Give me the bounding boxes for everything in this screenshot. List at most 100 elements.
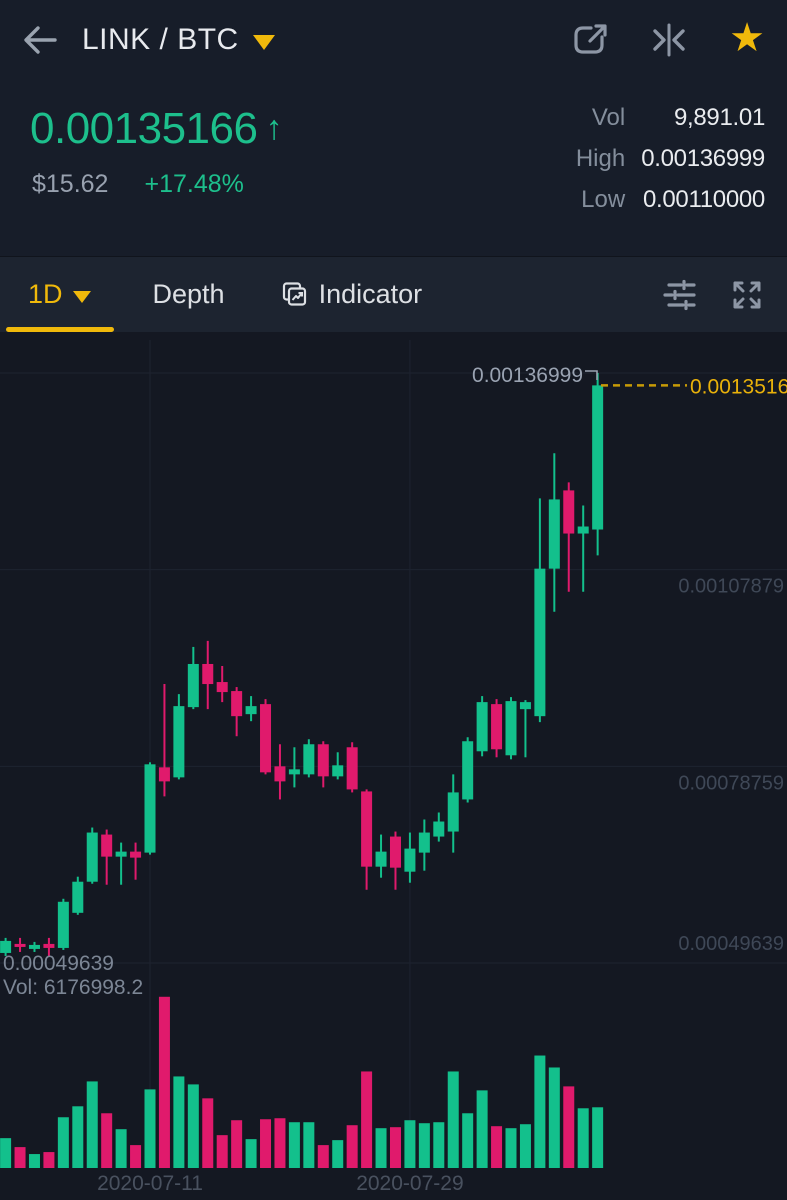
vol-value: 9,891.01 <box>673 104 765 131</box>
candle-body <box>43 943 55 948</box>
tab-indicator[interactable]: Indicator <box>281 279 423 310</box>
candle-body <box>28 944 40 949</box>
candle-body <box>375 851 387 867</box>
candle-body <box>491 704 503 750</box>
volume-bar <box>173 1076 185 1168</box>
last-price-value: 0.00135166 <box>30 104 258 153</box>
top-bar: LINK / BTC ★ <box>0 0 787 80</box>
candle-body <box>158 767 170 782</box>
expand-icon <box>733 281 761 308</box>
volume-bar <box>28 1154 40 1168</box>
candle-body <box>346 747 358 790</box>
candle-body <box>202 663 214 685</box>
volume-bar <box>563 1086 575 1168</box>
candle-body <box>332 765 344 777</box>
depth-label: Depth <box>152 279 225 309</box>
candle-body <box>130 851 142 858</box>
volume-bar <box>462 1113 474 1168</box>
active-tab-underline <box>6 327 114 332</box>
volume-bar <box>375 1128 387 1168</box>
volume-bar <box>519 1124 531 1168</box>
candle-body <box>57 901 69 948</box>
fiat-price: $15.62 <box>32 170 109 198</box>
candle-body <box>548 499 560 569</box>
candle-body <box>303 744 315 775</box>
volume-bar <box>130 1145 142 1168</box>
candle-body <box>447 792 459 832</box>
caret-down-icon <box>252 34 275 50</box>
candle-body <box>245 706 257 715</box>
candle-body <box>187 663 199 708</box>
volume-bar <box>491 1126 503 1168</box>
star-filled-icon: ★ <box>729 16 765 60</box>
volume-bar <box>433 1122 445 1168</box>
back-button[interactable] <box>18 18 62 62</box>
chart-settings-button[interactable] <box>659 275 699 315</box>
candle-body <box>476 702 488 752</box>
candle-body <box>14 943 26 947</box>
candle-body <box>144 764 156 853</box>
volume-bar <box>72 1106 84 1168</box>
candle-body <box>72 881 84 913</box>
price-chart[interactable]: 0.00107879 0.00078759 0.00049639 2020-07-11… <box>0 332 787 1200</box>
candle-body <box>389 836 401 868</box>
candle-switch-icon <box>653 23 685 57</box>
candle-body <box>317 744 329 777</box>
candle-body <box>563 490 575 534</box>
volume-bar <box>476 1090 488 1168</box>
low-label: Low <box>581 186 626 213</box>
ticker-stats: Vol 9,891.01 High 0.00136999 Low 0.00110… <box>576 104 765 214</box>
volume-bar <box>447 1071 459 1168</box>
volume-bar <box>57 1117 69 1168</box>
pair-selector[interactable]: LINK / BTC <box>82 23 275 57</box>
candle-body <box>577 526 589 534</box>
share-button[interactable] <box>569 18 613 62</box>
interval-label: 1D <box>28 279 63 309</box>
last-price: 0.00135166 ↑ <box>30 104 282 154</box>
volume-bar <box>577 1108 589 1168</box>
candle-body <box>519 702 531 710</box>
price-change-percent: +17.48% <box>144 170 244 198</box>
volume-bar <box>534 1055 546 1168</box>
candle-body <box>592 385 604 530</box>
vol-label: Vol <box>591 104 626 131</box>
candle-body <box>173 706 185 778</box>
volume-bar <box>115 1129 127 1168</box>
fullscreen-button[interactable] <box>727 275 767 315</box>
candle-body <box>0 940 12 953</box>
high-annotation-label: 0.00136999 <box>472 364 583 387</box>
high-value: 0.00136999 <box>641 145 765 172</box>
volume-bar <box>14 1147 26 1168</box>
volume-bar <box>592 1107 604 1168</box>
candle-body <box>101 834 113 857</box>
high-label: High <box>575 145 626 172</box>
tab-depth[interactable]: Depth <box>153 279 225 310</box>
chart-toolbar: 1D Depth Indicator <box>0 256 787 332</box>
sliders-icon <box>663 279 696 310</box>
high-annotation-hook <box>585 370 598 380</box>
volume-bar <box>274 1118 286 1168</box>
tab-interval-1d[interactable]: 1D <box>6 279 114 332</box>
candle-body <box>86 832 98 882</box>
volume-bar <box>303 1122 315 1168</box>
volume-bar <box>346 1125 358 1168</box>
share-icon <box>574 24 607 54</box>
candle-body <box>433 821 445 837</box>
candle-body <box>361 791 373 867</box>
indicator-icon <box>281 281 309 309</box>
arrow-left-icon <box>24 26 57 54</box>
volume-bar <box>43 1152 55 1168</box>
candle-body <box>231 691 243 717</box>
left-price-label: 0.00049639 <box>3 952 114 975</box>
candle-body <box>418 832 430 853</box>
favorite-button[interactable]: ★ <box>725 18 769 62</box>
y-axis-label: 0.00049639 <box>678 933 784 955</box>
candle-body <box>534 568 546 717</box>
volume-bar <box>144 1089 156 1168</box>
candle-body <box>115 851 127 857</box>
volume-bar <box>260 1119 272 1168</box>
chart-style-button[interactable] <box>647 18 691 62</box>
candle-body <box>404 848 416 872</box>
indicator-label: Indicator <box>318 279 423 309</box>
y-axis-label: 0.00078759 <box>678 772 784 794</box>
